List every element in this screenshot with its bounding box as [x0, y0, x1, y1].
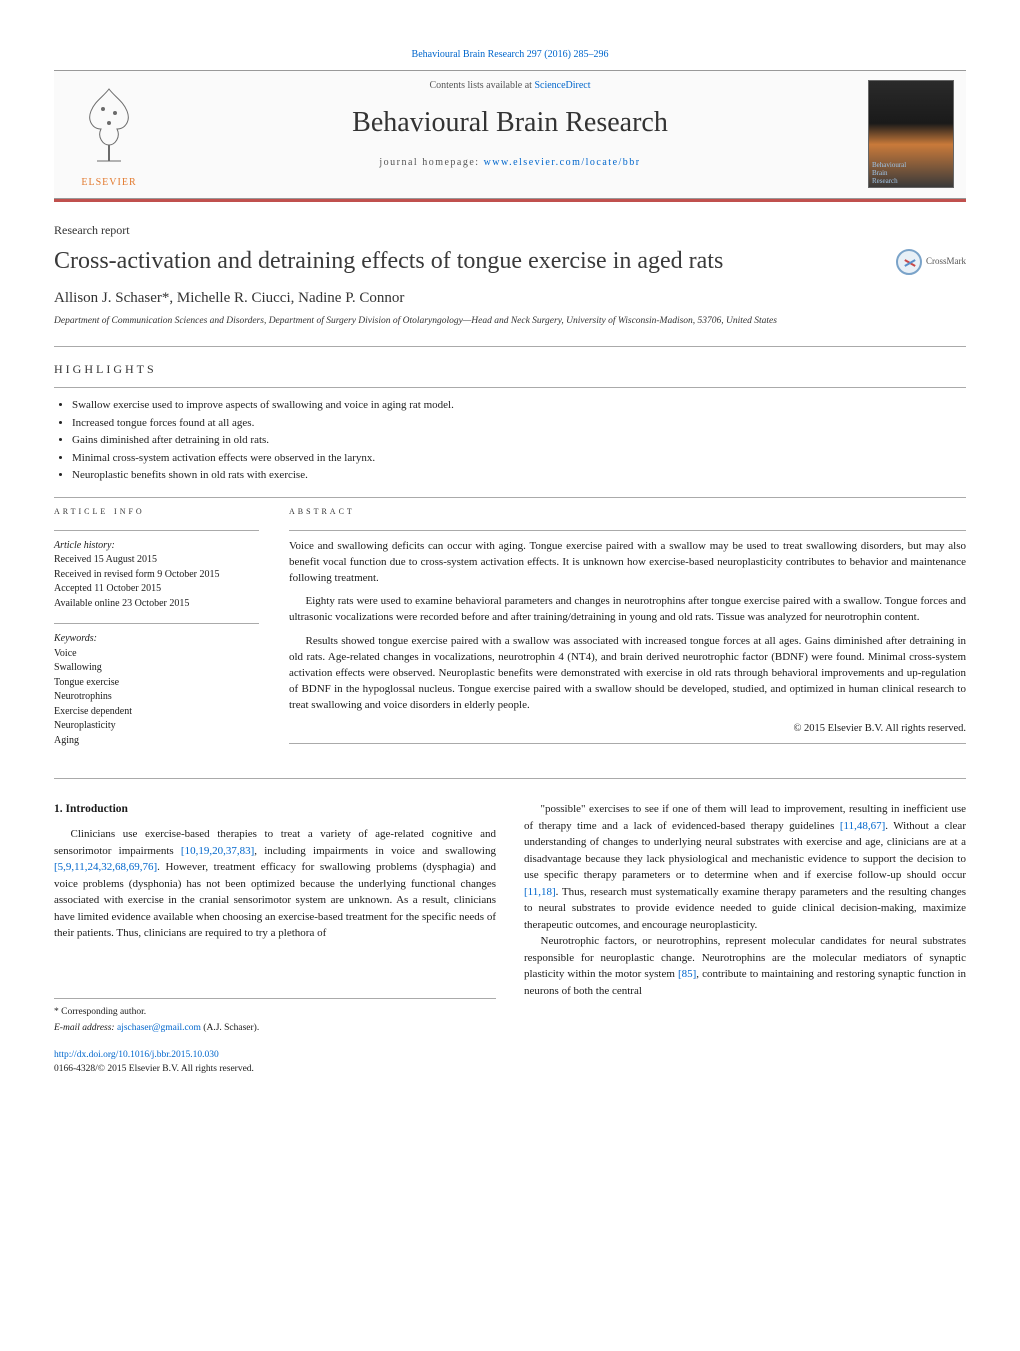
divider — [289, 530, 966, 531]
keyword-item: Swallowing — [54, 661, 259, 676]
brand-rule — [54, 199, 966, 202]
abstract-copyright: © 2015 Elsevier B.V. All rights reserved… — [289, 722, 966, 737]
section-heading: 1. Introduction — [54, 801, 496, 818]
homepage-line: journal homepage: www.elsevier.com/locat… — [164, 156, 856, 170]
keyword-item: Exercise dependent — [54, 705, 259, 720]
history-received: Received 15 August 2015 — [54, 553, 259, 568]
highlights-heading: HIGHLIGHTS — [54, 361, 966, 378]
citation-link[interactable]: [85] — [678, 968, 696, 980]
divider — [54, 387, 966, 388]
divider — [289, 743, 966, 744]
cover-thumb-area: Behavioural Brain Research — [856, 71, 966, 198]
abstract-para: Eighty rats were used to examine behavio… — [289, 594, 966, 626]
divider — [54, 497, 966, 498]
issn-copyright: 0166-4328/© 2015 Elsevier B.V. All right… — [54, 1063, 966, 1076]
abstract-heading: abstract — [289, 504, 966, 519]
body-para: Neurotrophic factors, or neurotrophins, … — [524, 933, 966, 999]
email-suffix: (A.J. Schaser). — [201, 1023, 259, 1033]
author-list: Allison J. Schaser*, Michelle R. Ciucci,… — [54, 288, 966, 309]
article-info-heading: article info — [54, 504, 259, 519]
citation-link[interactable]: [11,48,67] — [840, 820, 885, 832]
divider — [54, 623, 259, 624]
journal-homepage-link[interactable]: www.elsevier.com/locate/bbr — [484, 157, 641, 168]
journal-cover-icon: Behavioural Brain Research — [868, 80, 954, 188]
publisher-name: ELSEVIER — [73, 176, 145, 190]
highlight-item: Increased tongue forces found at all age… — [72, 416, 966, 431]
keyword-item: Voice — [54, 647, 259, 662]
history-revised: Received in revised form 9 October 2015 — [54, 568, 259, 583]
cover-label: Behavioural Brain Research — [872, 162, 906, 185]
highlights-list: Swallow exercise used to improve aspects… — [54, 398, 966, 483]
citation-link[interactable]: [11,18] — [524, 886, 556, 898]
doi-line: http://dx.doi.org/10.1016/j.bbr.2015.10.… — [54, 1049, 966, 1062]
citation-link[interactable]: [5,9,11,24,32,68,69,76] — [54, 861, 157, 873]
corresponding-email-link[interactable]: ajschaser@gmail.com — [117, 1023, 201, 1033]
publisher-logo-area: ELSEVIER — [54, 71, 164, 198]
text-run: , including impairments in voice and swa… — [254, 845, 496, 857]
keyword-item: Neuroplasticity — [54, 719, 259, 734]
article-type: Research report — [54, 222, 966, 239]
abstract-para: Results showed tongue exercise paired wi… — [289, 634, 966, 714]
journal-header: ELSEVIER Contents lists available at Sci… — [54, 70, 966, 199]
sciencedirect-link[interactable]: ScienceDirect — [534, 80, 590, 91]
elsevier-tree-icon — [73, 79, 145, 169]
highlight-item: Minimal cross-system activation effects … — [72, 451, 966, 466]
text-run: . Thus, research must systematically exa… — [524, 886, 966, 931]
affiliation: Department of Communication Sciences and… — [54, 315, 966, 327]
body-para: "possible" exercises to see if one of th… — [524, 801, 966, 933]
keyword-item: Neurotrophins — [54, 690, 259, 705]
corresponding-label: * Corresponding author. — [54, 1005, 496, 1019]
divider — [54, 778, 966, 779]
article-title: Cross-activation and detraining effects … — [54, 245, 884, 279]
crossmark-label: CrossMark — [926, 255, 966, 268]
email-label: E-mail address: — [54, 1023, 117, 1033]
crossmark-badge[interactable]: CrossMark — [896, 249, 966, 275]
keywords-label: Keywords: — [54, 632, 259, 647]
contents-prefix: Contents lists available at — [429, 80, 534, 91]
body-column-left: 1. Introduction Clinicians use exercise-… — [54, 801, 496, 1035]
history-accepted: Accepted 11 October 2015 — [54, 582, 259, 597]
history-label: Article history: — [54, 539, 259, 554]
email-line: E-mail address: ajschaser@gmail.com (A.J… — [54, 1021, 496, 1035]
homepage-prefix: journal homepage: — [379, 157, 483, 168]
body-column-right: "possible" exercises to see if one of th… — [524, 801, 966, 1035]
highlight-item: Gains diminished after detraining in old… — [72, 433, 966, 448]
highlight-item: Neuroplastic benefits shown in old rats … — [72, 468, 966, 483]
corresponding-footer: * Corresponding author. E-mail address: … — [54, 998, 496, 1036]
journal-name: Behavioural Brain Research — [164, 103, 856, 142]
divider — [54, 346, 966, 347]
crossmark-icon — [896, 249, 922, 275]
keyword-item: Aging — [54, 734, 259, 749]
contents-available-line: Contents lists available at ScienceDirec… — [164, 79, 856, 93]
citation-link[interactable]: [10,19,20,37,83] — [181, 845, 254, 857]
highlight-item: Swallow exercise used to improve aspects… — [72, 398, 966, 413]
body-para: Clinicians use exercise-based therapies … — [54, 826, 496, 942]
abstract-para: Voice and swallowing deficits can occur … — [289, 539, 966, 587]
keyword-item: Tongue exercise — [54, 676, 259, 691]
history-online: Available online 23 October 2015 — [54, 597, 259, 612]
doi-link[interactable]: http://dx.doi.org/10.1016/j.bbr.2015.10.… — [54, 1050, 219, 1060]
journal-reference: Behavioural Brain Research 297 (2016) 28… — [54, 48, 966, 62]
divider — [54, 530, 259, 531]
